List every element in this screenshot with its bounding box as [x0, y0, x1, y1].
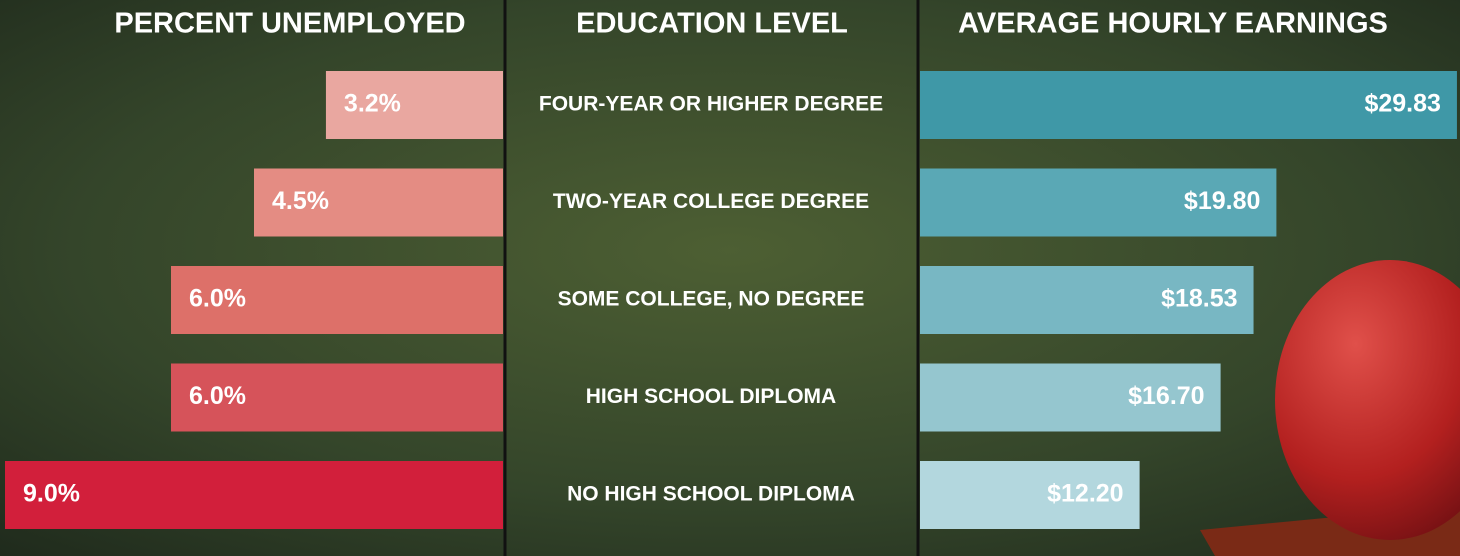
bar: [5, 461, 503, 529]
value-label: 3.2%: [344, 90, 401, 118]
bar: [920, 71, 1457, 139]
value-label: 6.0%: [189, 382, 246, 410]
value-label: 4.5%: [272, 187, 329, 215]
value-label: 9.0%: [23, 480, 80, 508]
apple: [1200, 260, 1460, 556]
bar: [171, 363, 503, 432]
bar: [171, 266, 503, 334]
right-title: AVERAGE HOURLY EARNINGS: [958, 8, 1388, 40]
bar: [920, 266, 1254, 334]
value-label: $18.53: [1161, 285, 1237, 313]
value-label: $29.83: [1364, 90, 1440, 118]
value-label: $19.80: [1184, 187, 1260, 215]
category-label: FOUR-YEAR OR HIGHER DEGREE: [539, 93, 883, 116]
left-title: PERCENT UNEMPLOYED: [114, 8, 465, 40]
bar: [920, 461, 1140, 529]
value-label: 6.0%: [189, 285, 246, 313]
bar: [920, 363, 1221, 432]
category-label: TWO-YEAR COLLEGE DEGREE: [553, 190, 869, 213]
bar: [325, 71, 503, 139]
category-title: EDUCATION LEVEL: [576, 8, 848, 40]
category-label: NO HIGH SCHOOL DIPLOMA: [567, 483, 855, 506]
value-label: $12.20: [1047, 480, 1123, 508]
value-label: $16.70: [1128, 382, 1204, 410]
bar: [920, 168, 1277, 237]
category-label: SOME COLLEGE, NO DEGREE: [558, 288, 865, 311]
category-label: HIGH SCHOOL DIPLOMA: [586, 385, 836, 408]
bar: [254, 168, 503, 237]
